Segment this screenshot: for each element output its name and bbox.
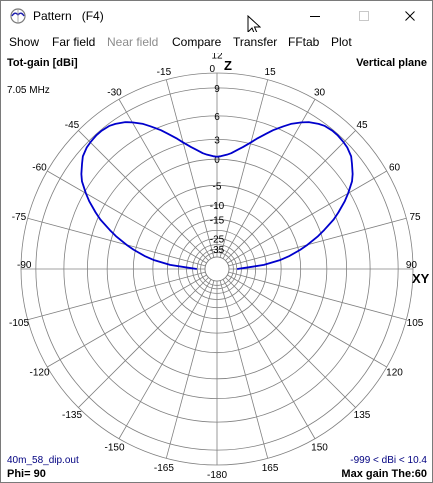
- angle-tick-label: 45: [356, 120, 368, 131]
- radial-tick-label: 0: [214, 155, 220, 166]
- radial-tick-label: -5: [213, 181, 222, 192]
- minimize-icon: [310, 16, 320, 17]
- close-icon: [405, 11, 415, 21]
- angle-tick-label: -60: [32, 163, 47, 174]
- grid-spoke: [78, 277, 209, 408]
- radial-tick-label: -15: [210, 216, 225, 227]
- maximize-icon: [359, 11, 369, 21]
- menu-plot[interactable]: Plot: [331, 35, 352, 49]
- grid-spoke: [118, 279, 212, 439]
- grid-spoke: [219, 79, 269, 258]
- phi-label: Phi= 90: [7, 468, 46, 480]
- angle-tick-label: 0: [209, 64, 215, 75]
- angle-tick-label: 30: [314, 88, 326, 99]
- pattern-plot-area[interactable]: 0 15 30 45 60 75 90 105 120 135 150 165 -180 -165 -150…: [1, 11, 432, 482]
- xy-axis-label: XY: [412, 271, 430, 286]
- angle-tick-label: 75: [409, 212, 421, 223]
- angle-tick-label: -180: [207, 470, 227, 481]
- close-button[interactable]: [389, 1, 431, 31]
- angle-tick-label: -30: [107, 88, 122, 99]
- grid-spoke: [78, 130, 209, 261]
- angle-tick-label: 15: [265, 67, 277, 78]
- angle-tick-label: 120: [386, 368, 403, 379]
- grid-spoke: [47, 170, 207, 264]
- angle-tick-label: -135: [62, 410, 82, 421]
- angle-tick-label: 150: [311, 443, 328, 454]
- angle-tick-label: 135: [354, 410, 371, 421]
- angle-tick-label: -75: [12, 212, 27, 223]
- angle-tick-label: 165: [262, 463, 279, 474]
- tot-gain-label: Tot-gain [dBi]: [7, 57, 78, 69]
- menu-near-field: Near field: [107, 35, 159, 49]
- angle-tick-label: -120: [29, 368, 49, 379]
- max-gain-label: Max gain The:60: [341, 468, 427, 480]
- menu-transfer[interactable]: Transfer: [233, 35, 278, 49]
- grid-spoke: [118, 99, 212, 259]
- angle-tick-label: 60: [389, 163, 401, 174]
- radial-tick-label: 9: [214, 84, 220, 95]
- grid-spoke: [227, 170, 387, 264]
- grid-spoke: [227, 274, 387, 368]
- grid-spoke: [222, 279, 316, 439]
- gain-range-label: -999 < dBi < 10.4: [350, 455, 427, 466]
- grid-ring: [204, 256, 230, 282]
- angle-tick-label: -15: [157, 67, 172, 78]
- menu-bar: Show Far field Near field Compare Transf…: [1, 32, 432, 52]
- grid-spoke: [225, 277, 356, 408]
- polar-pattern-chart: 0 153045607590105120135150165-180-165-150…: [7, 11, 430, 481]
- minimize-button[interactable]: [294, 1, 336, 31]
- angle-tick-label: -105: [9, 318, 29, 329]
- radial-tick-label: 6: [214, 112, 220, 123]
- angle-tick-label: 105: [407, 318, 424, 329]
- angle-tick-label: 90: [406, 260, 418, 271]
- maximize-button[interactable]: [343, 1, 385, 31]
- grid-spoke: [27, 271, 206, 321]
- file-name-label: 40m_58_dip.out: [7, 455, 79, 466]
- grid-spoke: [228, 217, 407, 267]
- title-bar[interactable]: Pattern (F4): [1, 1, 432, 36]
- angle-tick-label: -90: [17, 260, 32, 271]
- grid-spoke: [225, 130, 356, 261]
- grid-spoke: [165, 280, 215, 459]
- grid-spoke: [228, 271, 407, 321]
- menu-far-field[interactable]: Far field: [52, 35, 96, 49]
- vertical-plane-label: Vertical plane: [356, 57, 427, 69]
- grid-spoke: [222, 99, 316, 259]
- angle-tick-label: -165: [154, 463, 174, 474]
- menu-show[interactable]: Show: [9, 35, 40, 49]
- app-logo-icon: [10, 8, 26, 24]
- menu-compare[interactable]: Compare: [172, 35, 222, 49]
- grid-spoke: [219, 280, 269, 459]
- pattern-series-line: [80, 121, 354, 270]
- window-title: Pattern (F4): [33, 9, 104, 23]
- frequency-label: 7.05 MHz: [7, 85, 50, 96]
- angle-tick-label: -45: [65, 120, 80, 131]
- grid-spoke: [27, 217, 206, 267]
- grid-spoke: [165, 79, 215, 258]
- radial-tick-label: 3: [214, 135, 220, 146]
- menu-fftab[interactable]: FFtab: [288, 35, 320, 49]
- radial-tick-label: -10: [210, 201, 225, 212]
- angle-tick-label: -150: [104, 443, 124, 454]
- radial-tick-label: 12: [211, 53, 223, 62]
- radial-tick-label: -25: [210, 235, 225, 246]
- grid-spoke: [47, 274, 207, 368]
- radial-tick-label: -35: [210, 245, 225, 256]
- z-axis-label: Z: [224, 58, 232, 73]
